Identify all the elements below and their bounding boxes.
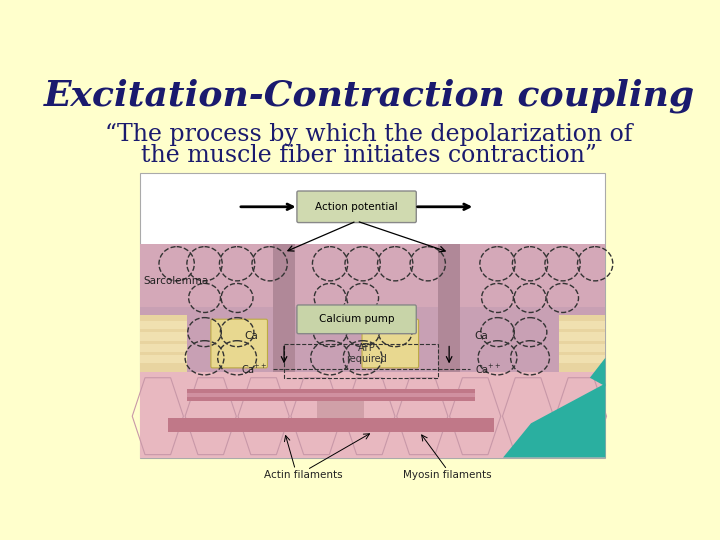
Bar: [438, 244, 460, 372]
Text: Actin filaments: Actin filaments: [264, 470, 343, 480]
Bar: [273, 244, 295, 372]
Bar: [168, 417, 494, 432]
Text: “The process by which the depolarization of: “The process by which the depolarization…: [105, 123, 633, 146]
FancyBboxPatch shape: [211, 319, 267, 368]
Text: Ca: Ca: [474, 332, 489, 341]
Bar: [559, 321, 606, 329]
Text: the muscle fiber initiates contraction”: the muscle fiber initiates contraction”: [141, 144, 597, 167]
Text: Ca: Ca: [245, 332, 258, 341]
Bar: [140, 343, 187, 352]
Bar: [140, 372, 606, 457]
Text: Action potential: Action potential: [315, 202, 398, 212]
Bar: [317, 401, 364, 417]
Bar: [140, 173, 606, 457]
Bar: [140, 244, 606, 307]
FancyBboxPatch shape: [297, 305, 416, 334]
FancyBboxPatch shape: [362, 319, 418, 368]
Bar: [559, 315, 606, 372]
Text: Myosin filaments: Myosin filaments: [403, 470, 492, 480]
Bar: [140, 321, 187, 329]
Text: Excitation-Contraction coupling: Excitation-Contraction coupling: [43, 78, 695, 113]
FancyBboxPatch shape: [297, 191, 416, 222]
Bar: [187, 393, 475, 397]
Bar: [559, 355, 606, 363]
Bar: [140, 315, 187, 372]
Text: Ca$^{++}$: Ca$^{++}$: [241, 363, 268, 376]
Polygon shape: [503, 383, 606, 457]
Bar: [140, 332, 187, 341]
Bar: [284, 343, 438, 377]
Text: Ca$^{++}$: Ca$^{++}$: [474, 363, 502, 376]
Bar: [140, 355, 187, 363]
Text: ATP
required: ATP required: [346, 343, 387, 364]
Polygon shape: [590, 358, 606, 386]
Bar: [559, 332, 606, 341]
Text: Sarcolemma: Sarcolemma: [143, 276, 209, 286]
Text: Calcium pump: Calcium pump: [319, 314, 395, 325]
Bar: [559, 343, 606, 352]
Bar: [140, 307, 606, 372]
Bar: [187, 389, 475, 401]
